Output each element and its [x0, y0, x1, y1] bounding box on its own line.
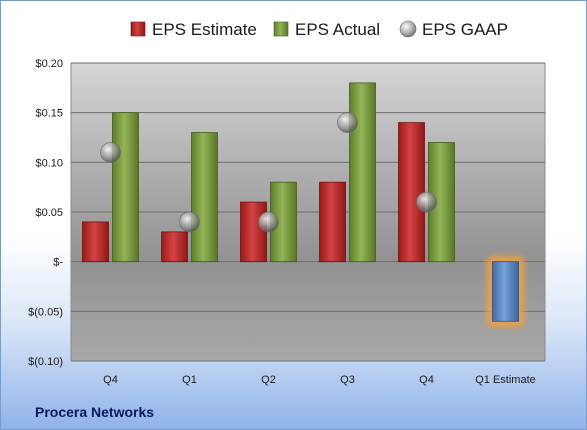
- bar-eps-estimate: [82, 221, 109, 263]
- x-tick-label: Q1 Estimate: [475, 374, 536, 386]
- eps-gaap-point: [100, 142, 121, 163]
- y-tick-label: $(0.10): [28, 356, 63, 368]
- y-tick-label: $0.05: [35, 207, 63, 219]
- bar-eps-estimate: [240, 201, 267, 263]
- eps-gaap-point: [258, 211, 279, 233]
- bar-eps-estimate: [398, 122, 425, 263]
- eps-gaap-point: [179, 211, 200, 233]
- company-name: Procera Networks: [35, 404, 155, 420]
- x-tick-label: Q4: [103, 374, 118, 386]
- y-tick-label: $(0.05): [28, 306, 63, 318]
- bar-eps-actual: [112, 112, 139, 263]
- x-tick-label: Q1: [182, 374, 197, 386]
- bar-q1-estimate: [492, 261, 519, 322]
- legend-label: EPS Estimate: [152, 20, 257, 39]
- y-tick-label: $0.10: [35, 157, 63, 169]
- y-tick-label: $-: [53, 257, 63, 269]
- y-tick-label: $0.20: [35, 58, 63, 70]
- legend-swatch: [399, 20, 417, 38]
- bar-eps-actual: [191, 132, 218, 263]
- y-tick-label: $0.15: [35, 108, 63, 120]
- bar-eps-estimate: [319, 181, 346, 263]
- legend-label: EPS GAAP: [422, 20, 508, 39]
- legend-label: EPS Actual: [295, 20, 380, 39]
- x-tick-label: Q4: [419, 374, 434, 386]
- legend-swatch: [273, 21, 289, 37]
- bar-eps-estimate: [161, 231, 188, 263]
- legend-swatch: [130, 21, 146, 37]
- eps-gaap-point: [337, 112, 358, 133]
- bar-eps-actual: [349, 82, 376, 263]
- eps-gaap-point: [416, 191, 437, 213]
- x-tick-label: Q2: [261, 374, 276, 386]
- x-tick-label: Q3: [340, 374, 355, 386]
